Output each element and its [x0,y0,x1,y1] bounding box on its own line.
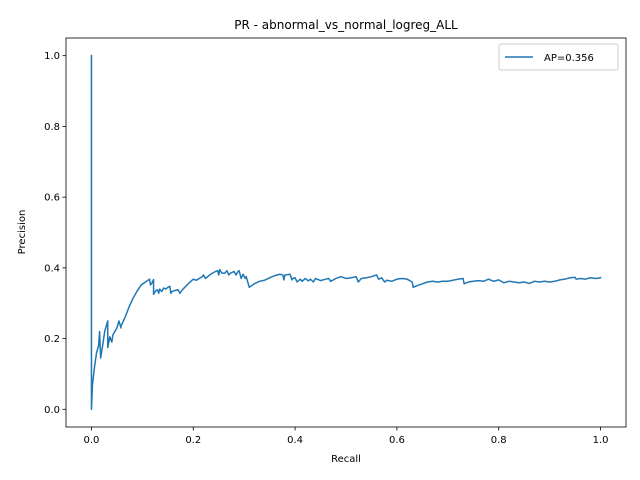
legend-box [498,43,619,71]
x-tick-label: 0.4 [287,435,303,446]
legend: AP=0.356 [498,43,619,71]
y-axis-ticks: 0.0 0.2 0.4 0.6 0.8 1.0 [44,51,66,416]
x-tick-label: 1.0 [593,435,609,446]
plot-frame [65,37,627,428]
y-tick-label: 1.0 [44,51,60,62]
y-tick-label: 0.8 [44,122,60,133]
y-axis-label: Precision [17,210,28,255]
plot-area [66,38,626,427]
y-tick-label: 0.4 [44,263,60,274]
x-tick-label: 0.0 [84,435,100,446]
x-tick-label: 0.8 [491,435,507,446]
y-tick-label: 0.2 [44,334,60,345]
pr-curve-series-0 [90,54,602,411]
series-group [90,54,602,411]
y-tick-label: 0.0 [44,405,60,416]
x-tick-label: 0.6 [389,435,405,446]
x-axis-label: Recall [331,454,361,465]
x-axis-ticks: 0.0 0.2 0.4 0.6 0.8 1.0 [84,427,609,446]
chart-title: PR - abnormal_vs_normal_logreg_ALL [234,18,458,32]
x-tick-label: 0.2 [185,435,201,446]
legend-label: AP=0.356 [544,53,594,64]
y-tick-label: 0.6 [44,193,60,204]
